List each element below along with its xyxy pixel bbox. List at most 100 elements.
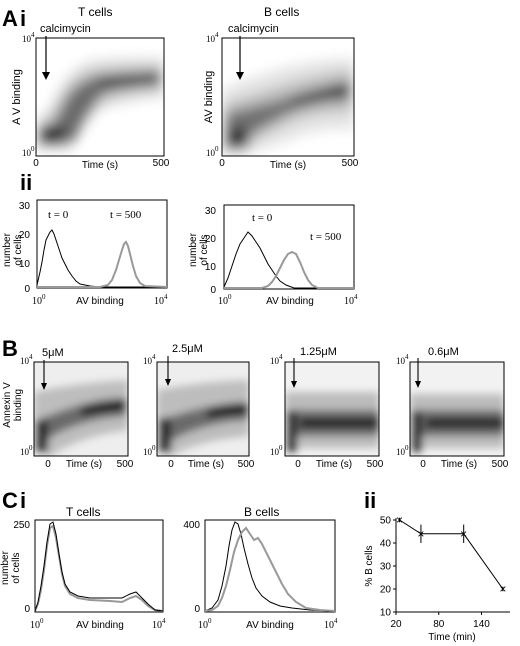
density-title-t: T cells [78, 5, 112, 19]
xtick0-t: 0 [33, 158, 39, 169]
hist-a-t-ylabel-2: of cells [13, 234, 24, 265]
hist-c-t-curve-black [34, 521, 164, 612]
hist-a-b-ytick-30: 30 [205, 206, 217, 217]
xlabel-t: Time (s) [82, 160, 118, 171]
b2-ytick-bot: 100 [143, 444, 156, 457]
hist-a-t-curve-t500 [37, 240, 168, 288]
b1-axes [33, 361, 129, 457]
panel-label-c: C [2, 488, 18, 513]
hist-c-t-ylabel-1: number [0, 550, 11, 585]
hist-axes-a-b [223, 204, 355, 290]
b4-xlabel: Time (s) [441, 459, 477, 470]
ytick-bot-t: 100 [22, 145, 35, 158]
b3-axes [284, 361, 380, 457]
hist-c-b-title: B cells [244, 505, 279, 519]
c-ii-xlabel: Time (min) [428, 632, 475, 643]
density-plot-b-2-5um [156, 361, 250, 457]
b4-xtick-0: 0 [420, 459, 426, 470]
c-ii-xtick-label: 140 [473, 619, 490, 630]
hist-c-b-xtick-1: 104 [324, 617, 338, 631]
c-ii-series-line [399, 519, 504, 590]
c-ii-ytick-label: 10 [380, 608, 392, 619]
density-title-b: B cells [264, 5, 299, 19]
hist-c-b-xtick-0: 100 [198, 617, 212, 631]
xtick1-b: 500 [342, 158, 359, 169]
hist-c-b-xlabel: AV binding [246, 620, 294, 631]
hist-a-t-xtick-1: 104 [154, 293, 168, 307]
b3-xtick-0: 0 [295, 459, 301, 470]
hist-a-t-curve-t0 [36, 229, 167, 288]
b4-axes [409, 361, 505, 457]
b1-xtick-0: 0 [45, 459, 51, 470]
b2-ytick-top: 104 [143, 353, 156, 366]
hist-a-b-ylabel-1: number [188, 232, 199, 267]
b3-ytick-top: 104 [270, 353, 283, 366]
panel-label-c-ii: ii [364, 488, 376, 513]
c-ii-ytick-label: 20 [380, 585, 392, 596]
hist-c-t-ytick-0: 0 [24, 604, 30, 615]
panel-label-a: A [2, 6, 18, 31]
c-ii-xtick-label: 80 [433, 619, 445, 630]
hist-a-t-ylabel-1: number [2, 232, 13, 267]
hist-a-b-ytick-10: 10 [205, 262, 217, 273]
hist-a-b-ytick-20: 20 [205, 234, 217, 245]
b4-concentration: 0.6μM [428, 346, 459, 358]
histogram-a-t: 30 20 10 0 number of cells 100 104 AV bi… [2, 199, 168, 307]
c-ii-data-point: × [396, 513, 403, 527]
b4-xtick-1: 500 [492, 459, 509, 470]
density-plot-b-1-25um [284, 361, 380, 457]
annot-calcimycin-b: calcimycin [228, 23, 279, 35]
hist-a-b-xtick-1: 104 [344, 293, 358, 307]
panel-label-a-i: i [20, 6, 26, 31]
c-ii-data-point: × [460, 527, 467, 541]
density-axes-b [221, 37, 355, 157]
b2-xtick-0: 0 [168, 459, 174, 470]
c-ii-ytick-label: 30 [380, 562, 392, 573]
xtick0-b: 0 [219, 158, 225, 169]
density-cloud-t [36, 57, 164, 151]
hist-c-t-xtick-1: 104 [152, 617, 166, 631]
b3-xtick-1: 500 [367, 459, 384, 470]
b-ylabel-2: binding [13, 389, 24, 421]
hist-c-b-ytick-0: 0 [194, 604, 200, 615]
density-plot-t-cells: T cells 104 100 A V binding 0 500 Time (… [11, 5, 170, 171]
hist-axes-c-t [34, 519, 164, 613]
b2-concentration: 2.5μM [172, 343, 203, 355]
c-ii-xtick-label: 20 [390, 619, 402, 630]
b1-xlabel: Time (s) [66, 459, 102, 470]
ytick-bot-b: 100 [206, 145, 219, 158]
hist-a-t-xlabel: AV binding [76, 296, 124, 307]
hist-a-b-curve-t0 [223, 231, 354, 289]
b2-axes [156, 361, 250, 457]
xtick1-t: 500 [153, 158, 170, 169]
b1-concentration: 5μM [42, 347, 64, 359]
b3-ytick-bot: 100 [270, 444, 283, 457]
c-ii-data-point: × [417, 527, 424, 541]
hist-axes-c-b [204, 519, 336, 613]
histogram-c-b: B cells 400 0 100 104 AV binding [183, 505, 338, 631]
hist-a-t-ytick-10: 10 [19, 259, 31, 270]
ytick-top-t: 104 [22, 31, 35, 44]
annot-calcimycin-t: calcimycin [40, 23, 91, 35]
hist-a-b-ylabel-2: of cells [199, 234, 210, 265]
hist-axes-a-t [36, 199, 168, 289]
ylabel-b: AV binding [203, 71, 215, 123]
c-ii-ytick-label: 50 [380, 516, 392, 527]
panel-label-a-ii: ii [20, 170, 32, 195]
histogram-c-t: T cells 250 0 number of cells 100 104 AV… [0, 505, 166, 631]
hist-c-b-ytick-top: 400 [183, 520, 200, 531]
b3-concentration: 1.25μM [300, 346, 337, 358]
hist-a-t-ytick-30: 30 [19, 201, 31, 212]
hist-c-b-curve-black [204, 521, 336, 612]
c-ii-ylabel: % B cells [364, 545, 375, 586]
b1-ytick-top: 104 [20, 353, 33, 366]
b-ylabel-1: Annexin V [2, 382, 13, 428]
hist-a-b-label-t500: t = 500 [310, 231, 342, 243]
hist-a-t-label-t500: t = 500 [110, 209, 142, 221]
hist-a-t-label-t0: t = 0 [48, 209, 69, 221]
hist-a-t-xtick-0: 100 [32, 293, 46, 307]
hist-a-b-label-t0: t = 0 [252, 212, 273, 224]
hist-a-t-ytick-0: 0 [24, 284, 30, 295]
density-plot-b-cells: B cells 104 100 AV binding 0 500 Time (s… [203, 5, 359, 171]
